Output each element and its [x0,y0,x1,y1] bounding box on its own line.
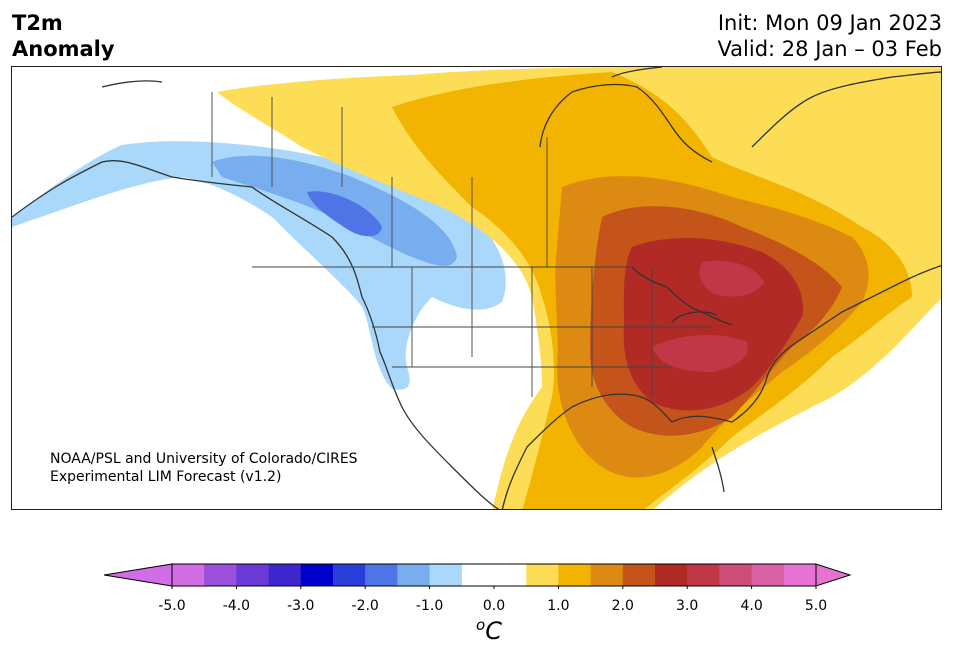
colorbar-tick-label: 1.0 [547,598,570,614]
colorbar-tick-label: -4.0 [222,598,251,614]
title-line2: Anomaly [12,37,115,61]
colorbar-bin [558,564,592,586]
colorbar-tick-label: 3.0 [676,598,699,614]
anomaly-map: NOAA/PSL and University of Colorado/CIRE… [11,66,942,510]
init-date: Init: Mon 09 Jan 2023 [717,11,942,35]
colorbar-bin [622,564,656,586]
colorbar-bin [687,564,720,586]
colorbar-bin [719,564,753,586]
colorbar-tick-label: 4.0 [740,598,763,614]
colorbar-tick-label: 0.0 [482,598,506,614]
colorbar-bin [333,564,366,586]
colorbar-bin [268,564,302,586]
map-title: T2m Anomaly [12,10,115,62]
colorbar-bin [494,564,527,586]
coastlines [12,67,941,509]
colorbar-tick-label: -2.0 [351,598,379,614]
colorbar-bin [655,564,688,586]
colorbar-bin [236,564,270,586]
colorbar-tick-label: -1.0 [415,598,444,614]
colorbar-bin [429,564,463,586]
colorbar-bin [300,564,334,586]
cold-anomaly-strong [307,191,382,237]
map-graphic [12,67,941,509]
colorbar-tick-label: -3.0 [287,598,315,614]
colorbar-bin [526,564,559,586]
colorbar-tick-label: -5.0 [158,598,186,614]
unit-letter: C [485,617,502,645]
colorbar [103,563,852,589]
colorbar-bin [204,564,237,586]
colorbar-bin [172,564,205,586]
colorbar-tick-label: 2.0 [611,598,634,614]
colorbar-unit: oC [476,616,502,645]
title-line1: T2m [12,11,63,35]
credit-text: NOAA/PSL and University of Colorado/CIRE… [50,450,358,486]
colorbar-extend-max [815,563,852,587]
colorbar-tick-label: 5.0 [804,598,828,614]
warm-anomaly-6 [652,260,764,372]
colorbar-bin [783,564,817,586]
forecast-dates: Init: Mon 09 Jan 2023 Valid: 28 Jan – 03… [717,10,942,62]
colorbar-extend-min [103,563,173,587]
colorbar-bin [461,564,495,586]
colorbar-bin [365,564,398,586]
colorbar-bin [751,564,785,586]
borders [211,92,712,397]
valid-date: Valid: 28 Jan – 03 Feb [717,37,942,61]
colorbar-bin [590,564,624,586]
colorbar-bin [397,564,431,586]
unit-degree: o [476,616,486,634]
credit-line2: Experimental LIM Forecast (v1.2) [50,469,282,485]
credit-line1: NOAA/PSL and University of Colorado/CIRE… [50,451,358,467]
